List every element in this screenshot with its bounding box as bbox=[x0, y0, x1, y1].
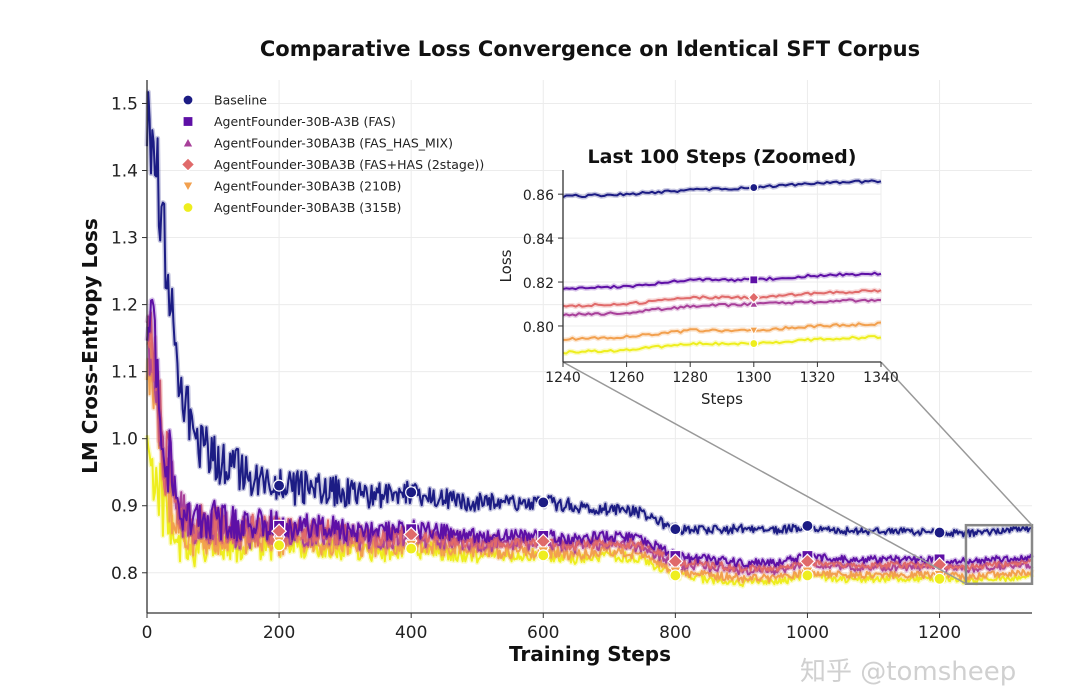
legend-label: AgentFounder-30BA3B (315B) bbox=[214, 200, 401, 215]
legend-label: AgentFounder-30BA3B (210B) bbox=[214, 179, 401, 194]
inset-background bbox=[563, 170, 881, 362]
y-tick-label: 1.3 bbox=[111, 229, 138, 249]
inset-series bbox=[561, 177, 883, 356]
x-tick-label: 0 bbox=[142, 623, 153, 643]
legend-marker-1 bbox=[182, 115, 194, 128]
main-series bbox=[144, 89, 1035, 589]
zoom-connectors bbox=[562, 361, 1033, 585]
series-marker bbox=[272, 479, 286, 492]
series-marker bbox=[405, 486, 418, 499]
series-line-0 bbox=[146, 91, 1033, 538]
legend-marker-5 bbox=[182, 201, 194, 214]
legend-label: Baseline bbox=[214, 93, 267, 108]
series-line-3 bbox=[562, 289, 882, 308]
chart-title: Comparative Loss Convergence on Identica… bbox=[260, 37, 920, 61]
legend-marker-0 bbox=[182, 94, 194, 106]
series-marker bbox=[749, 275, 759, 285]
y-tick-label: 0.86 bbox=[523, 188, 554, 204]
legend-label: AgentFounder-30BA3B (FAS_HAS_MIX) bbox=[214, 136, 453, 151]
x-tick-label: 1240 bbox=[545, 370, 581, 386]
x-tick-label: 200 bbox=[263, 623, 295, 643]
series-marker bbox=[669, 523, 682, 536]
x-axis-label: Training Steps bbox=[509, 642, 671, 666]
y-tick-label: 0.8 bbox=[111, 564, 138, 584]
legend-marker-3 bbox=[180, 157, 196, 172]
x-tick-label: 1200 bbox=[918, 623, 961, 643]
series-marker bbox=[272, 539, 286, 552]
x-tick-label: 600 bbox=[527, 623, 559, 643]
y-tick-label: 0.9 bbox=[111, 497, 138, 517]
x-tick-label: 1340 bbox=[863, 370, 899, 386]
y-tick-label: 0.80 bbox=[523, 320, 554, 336]
series-line-0 bbox=[562, 179, 882, 199]
series-marker bbox=[747, 291, 760, 304]
y-tick-label: 1.2 bbox=[111, 296, 138, 316]
zoom-connector-line bbox=[562, 361, 967, 585]
y-tick-label: 1.0 bbox=[111, 430, 138, 450]
legend-label: AgentFounder-30BA3B (FAS+HAS (2stage)) bbox=[214, 157, 484, 172]
x-tick-label: 1300 bbox=[736, 370, 772, 386]
series-marker bbox=[933, 572, 946, 585]
y-tick-label: 1.5 bbox=[111, 94, 138, 114]
series-marker bbox=[537, 496, 550, 509]
series-marker bbox=[748, 326, 759, 336]
x-tick-label: 1280 bbox=[672, 370, 708, 386]
x-tick-label: 1320 bbox=[800, 370, 836, 386]
series-marker bbox=[801, 519, 814, 532]
x-tick-label: 400 bbox=[395, 623, 427, 643]
y-axis-label: LM Cross-Entropy Loss bbox=[78, 218, 102, 474]
inset-axes: 1240 1260 1280 1300 1320 1340 0.80 0.82 0.84 0.86 bbox=[523, 170, 899, 386]
series-marker bbox=[537, 549, 550, 562]
series-marker bbox=[669, 569, 682, 582]
series-marker bbox=[749, 338, 759, 349]
y-tick-label: 0.84 bbox=[523, 232, 554, 248]
series-line-4 bbox=[563, 321, 882, 341]
series-line-5 bbox=[562, 335, 882, 355]
series-marker bbox=[748, 298, 759, 308]
series-line-1 bbox=[146, 298, 1033, 568]
x-tick-label: 800 bbox=[659, 623, 691, 643]
y-tick-label: 0.82 bbox=[523, 276, 554, 292]
zoom-region-box bbox=[964, 523, 1034, 586]
main-axes: 0 200 400 600 800 1000 1200 0.8 0.9 1.0 1.1 1.2 1.3 1… bbox=[111, 80, 1032, 643]
series-marker bbox=[933, 526, 946, 539]
series-marker bbox=[801, 569, 814, 582]
legend: Baseline AgentFounder-30B-A3B (FAS) AgentF… bbox=[180, 93, 484, 215]
legend-marker-4 bbox=[182, 181, 194, 193]
inset-title: Last 100 Steps (Zoomed) bbox=[588, 146, 857, 168]
y-tick-label: 1.1 bbox=[111, 363, 138, 383]
watermark: 知乎 @tomsheep bbox=[800, 657, 1016, 686]
series-line-1 bbox=[562, 271, 882, 291]
series-marker bbox=[749, 182, 759, 193]
inset-x-label: Steps bbox=[701, 390, 743, 408]
y-tick-label: 1.4 bbox=[111, 162, 138, 182]
x-tick-label: 1000 bbox=[786, 623, 829, 643]
zoom-connector-line bbox=[880, 361, 1033, 526]
series-line-2 bbox=[562, 298, 882, 317]
series-marker bbox=[405, 542, 418, 555]
legend-marker-2 bbox=[182, 136, 194, 148]
x-tick-label: 1260 bbox=[609, 370, 645, 386]
legend-label: AgentFounder-30B-A3B (FAS) bbox=[214, 114, 396, 129]
inset-chart: 1240 1260 1280 1300 1320 1340 0.80 0.82 0.84 0.86… bbox=[497, 146, 899, 408]
inset-y-label: Loss bbox=[497, 249, 515, 282]
